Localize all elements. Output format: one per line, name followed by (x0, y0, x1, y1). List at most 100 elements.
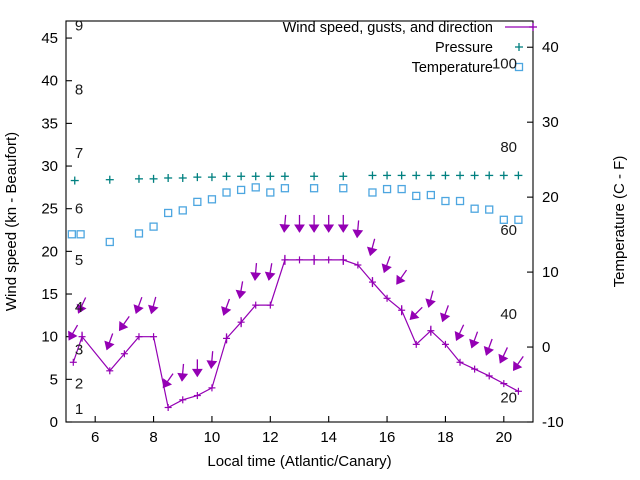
pressure-point (485, 171, 494, 180)
pressure-point (339, 172, 348, 181)
fahrenheit-label: 20 (500, 389, 517, 406)
wind-direction-barb (148, 296, 159, 315)
pressure-point (280, 172, 289, 181)
barb-head (148, 304, 159, 315)
x-tick-label: 12 (262, 429, 279, 446)
y-tick-label: 25 (41, 201, 58, 218)
temperature-point (309, 184, 319, 193)
y2-tick-label: 0 (542, 339, 550, 356)
y2-axis-title: Temperature (C - F) (611, 156, 628, 288)
barb-head (206, 360, 218, 370)
temperature-point (339, 184, 348, 193)
legend-layer: Wind speed, gusts, and direction Pressure… (283, 20, 537, 76)
wind-direction-barb (104, 333, 115, 351)
temperature-point (164, 208, 173, 218)
y-tick-label: 40 (41, 73, 58, 90)
wind-point (354, 261, 362, 269)
y-axis-title: Wind speed (kn - Beaufort) (3, 132, 20, 311)
temperature-point (193, 197, 202, 207)
x-axis-title: Local time (Atlantic/Canary) (207, 453, 391, 470)
barb-head (104, 340, 115, 351)
temperature-point (67, 230, 76, 239)
temperature-point (105, 237, 114, 247)
wind-direction-barb (381, 256, 392, 274)
temperature-point (280, 184, 290, 193)
pressure-point (178, 173, 187, 182)
temperature-point (397, 184, 406, 194)
barb-head (381, 263, 392, 274)
wind-direction-barb (469, 331, 480, 349)
pressure-point (470, 171, 479, 180)
temperature-point (382, 184, 392, 194)
wind-direction-barb (308, 214, 320, 233)
barb-head (352, 229, 364, 239)
wind-direction-barb (118, 316, 130, 332)
temperature-point (499, 215, 508, 224)
wind-direction-barb (235, 281, 247, 300)
barb-head (425, 298, 436, 308)
wind-direction-barb (279, 214, 291, 233)
plot-frame (65, 20, 534, 423)
wind-point (471, 365, 479, 373)
pressure-point (70, 176, 79, 185)
x-tick-label: 20 (495, 429, 512, 446)
temperature-point (455, 196, 465, 206)
barb-head (162, 378, 173, 389)
beaufort-label: 7 (75, 145, 83, 162)
wind-direction-barb (68, 324, 79, 341)
temperature-point (251, 183, 260, 192)
temperature-point (368, 188, 377, 197)
barb-head (454, 331, 465, 341)
wind-direction-barb (396, 269, 408, 285)
barb-head (440, 312, 451, 323)
barb-head (294, 224, 305, 233)
wind-point (150, 333, 158, 341)
beaufort-label: 3 (75, 341, 83, 358)
pressure-point (456, 171, 465, 180)
pressure-point (441, 171, 450, 180)
pressure-point (310, 172, 319, 181)
wind-direction-barb (191, 359, 203, 378)
temperature-point (134, 229, 144, 238)
barb-head (396, 274, 406, 285)
wind-direction-barb (409, 306, 423, 321)
barb-head (366, 246, 378, 257)
barb-head (221, 306, 232, 316)
wind-direction-barb (177, 363, 189, 382)
data-layer (67, 171, 524, 411)
y-tick-label: 10 (41, 329, 58, 346)
temperature-point (266, 188, 275, 197)
wind-point (325, 256, 333, 264)
wind-direction-barb (498, 347, 509, 364)
barb-head (177, 372, 189, 382)
wind-point (456, 358, 464, 366)
pressure-point (207, 173, 216, 182)
barb-head (498, 353, 509, 364)
y-tick-label: 45 (41, 30, 58, 47)
y2-tick-label: 40 (542, 39, 559, 56)
barb-head (337, 224, 349, 233)
wind-point (164, 403, 172, 411)
barb-head (513, 361, 523, 372)
x-tick-label: 16 (379, 429, 396, 446)
barb-head (264, 271, 276, 281)
barb-head (191, 368, 203, 378)
wind-direction-barb (337, 214, 349, 233)
pressure-point (383, 171, 392, 180)
barb-head (68, 330, 78, 341)
wind-point (193, 392, 201, 400)
x-tick-label: 6 (91, 429, 99, 446)
wind-point (441, 340, 449, 348)
wind-point (500, 380, 508, 388)
wind-speed-line (72, 259, 519, 409)
y-tick-label: 20 (41, 243, 58, 260)
wind-point (69, 358, 77, 366)
temperature-point (76, 230, 85, 239)
wind-direction-barb (206, 351, 218, 370)
wind-direction-barb (425, 290, 436, 308)
temperature-point (236, 185, 246, 195)
fahrenheit-label: 60 (500, 222, 517, 239)
